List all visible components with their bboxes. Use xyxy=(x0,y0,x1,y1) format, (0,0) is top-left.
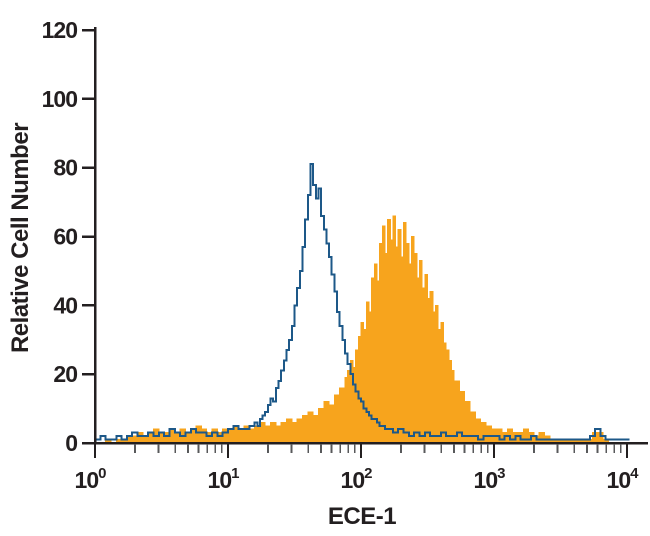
y-tick-label: 0 xyxy=(65,430,77,456)
x-tick-label: 103 xyxy=(474,465,506,493)
y-tick-label: 120 xyxy=(42,17,78,43)
x-tick-label: 102 xyxy=(341,465,373,493)
control-histogram-outline xyxy=(95,163,630,441)
stained-histogram-fill xyxy=(95,215,627,444)
y-tick-label: 60 xyxy=(53,224,77,250)
y-tick-label: 40 xyxy=(53,292,77,318)
x-tick-label: 100 xyxy=(75,465,107,493)
y-tick-label: 80 xyxy=(53,155,77,181)
y-tick-label: 20 xyxy=(53,361,77,387)
x-tick-label: 104 xyxy=(607,465,640,493)
y-tick-label: 100 xyxy=(42,86,78,112)
x-axis-title: ECE-1 xyxy=(327,503,397,530)
x-tick-label: 101 xyxy=(208,465,240,493)
y-axis-title: Relative Cell Number xyxy=(7,122,34,354)
